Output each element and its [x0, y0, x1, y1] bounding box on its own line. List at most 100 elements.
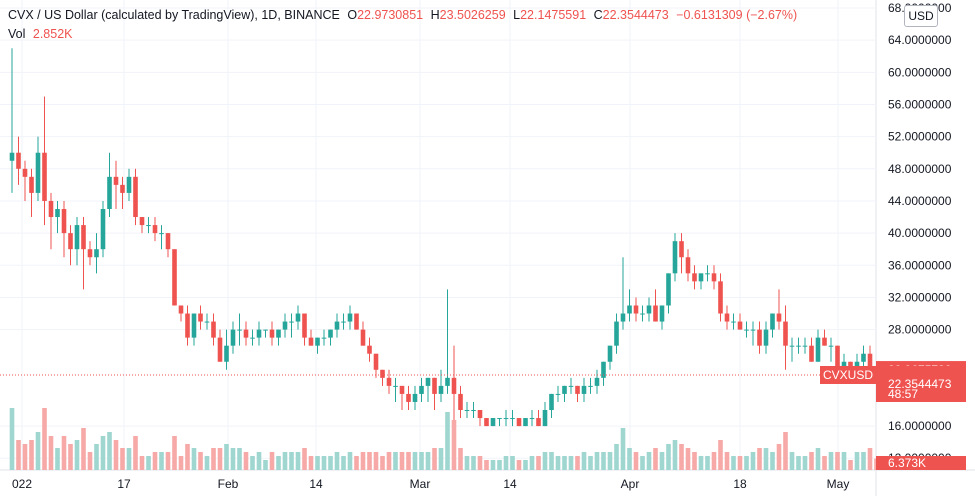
candle [646, 297, 652, 322]
candle [510, 410, 515, 427]
volume-bar [445, 412, 450, 470]
volume-bar [256, 452, 262, 470]
candle-body [601, 361, 606, 378]
candle-body [191, 313, 197, 338]
candle-body [692, 273, 697, 282]
candle [302, 313, 307, 346]
candle [425, 377, 431, 402]
volume-bar [120, 448, 125, 470]
candle-body [562, 385, 567, 394]
volume-bar [217, 448, 223, 470]
volume-bar [737, 456, 743, 470]
volume-bar [42, 408, 47, 470]
candle [87, 241, 93, 266]
candle [796, 337, 801, 354]
candle [107, 152, 112, 218]
low-value: 22.1475591 [520, 8, 587, 22]
candle [633, 297, 639, 322]
volume-bar [698, 456, 704, 470]
candle-body [399, 385, 405, 394]
candle-body [770, 313, 775, 330]
price-axis-label: 28.0000000 [888, 323, 952, 337]
last-price-tag: 22.3544473 [876, 365, 966, 402]
candle [113, 160, 119, 209]
candle [48, 192, 54, 250]
volume-bar [789, 452, 795, 470]
candle [22, 160, 28, 201]
volume-bar [230, 448, 236, 470]
candle-body [211, 321, 216, 338]
volume-bar [458, 448, 463, 470]
candle [802, 337, 808, 354]
candle [783, 305, 788, 370]
candle-body [295, 313, 301, 322]
candle [432, 377, 437, 410]
price-axis-label: 52.0000000 [888, 130, 952, 144]
price-axis-label: 60.0000000 [888, 65, 952, 79]
candle-body [315, 337, 320, 346]
time-axis-label: Mar [410, 477, 431, 491]
candle-body [146, 225, 151, 227]
volume-bar [406, 452, 411, 470]
candle-body [94, 249, 99, 258]
volume-bar [321, 456, 327, 470]
open-value: 22.9730851 [357, 8, 424, 22]
candle-body [698, 273, 704, 282]
candle-body [575, 385, 580, 394]
candle [419, 377, 424, 402]
candle [672, 233, 678, 282]
currency-badge[interactable]: USD [904, 5, 938, 27]
candle [763, 321, 769, 354]
candle-body [471, 410, 476, 411]
candle-body [731, 321, 736, 323]
volume-bar [614, 444, 619, 470]
candle-body [789, 345, 795, 347]
price-axis-label: 32.0000000 [888, 290, 952, 304]
volume-bar [529, 456, 535, 470]
symbol-tag-text: CVXUSD [823, 368, 873, 382]
candle-body [276, 329, 281, 338]
volume-bar [523, 460, 528, 470]
candle-body [620, 313, 626, 322]
volume-bar [490, 460, 496, 470]
candle [536, 410, 541, 427]
candle-body [68, 233, 73, 250]
candle-body [22, 168, 28, 177]
candle [250, 329, 255, 346]
candle-body [555, 393, 561, 395]
candle [490, 418, 496, 427]
volume-value: 2.852K [32, 27, 73, 41]
candle [451, 345, 457, 435]
volume-bar [412, 452, 418, 470]
candle-body [48, 200, 54, 218]
volume-bar [211, 448, 216, 470]
volume-bar [198, 452, 203, 470]
candle-body [321, 337, 327, 339]
volume-bar [432, 448, 437, 470]
volume-bar [178, 456, 184, 470]
high-label: H [430, 8, 440, 22]
candle-body [328, 329, 333, 338]
volume-bar [581, 452, 587, 470]
candle-body [334, 321, 340, 330]
candle-body [393, 385, 398, 387]
candle [185, 305, 190, 346]
volume-bar [497, 460, 502, 470]
candle [282, 313, 288, 338]
candle [815, 329, 821, 362]
volume-bar [451, 420, 457, 470]
volume-bar [243, 452, 249, 470]
volume-bar [107, 432, 112, 470]
candle-body [718, 281, 723, 314]
candle [341, 313, 346, 330]
volume-bar [55, 448, 60, 470]
volume-bar [237, 448, 242, 470]
candle [321, 329, 327, 346]
volume-bar [744, 456, 749, 470]
volume-bar [438, 448, 444, 470]
volume-bar [29, 440, 34, 470]
candle-body [224, 345, 229, 362]
candle-body [263, 329, 268, 331]
